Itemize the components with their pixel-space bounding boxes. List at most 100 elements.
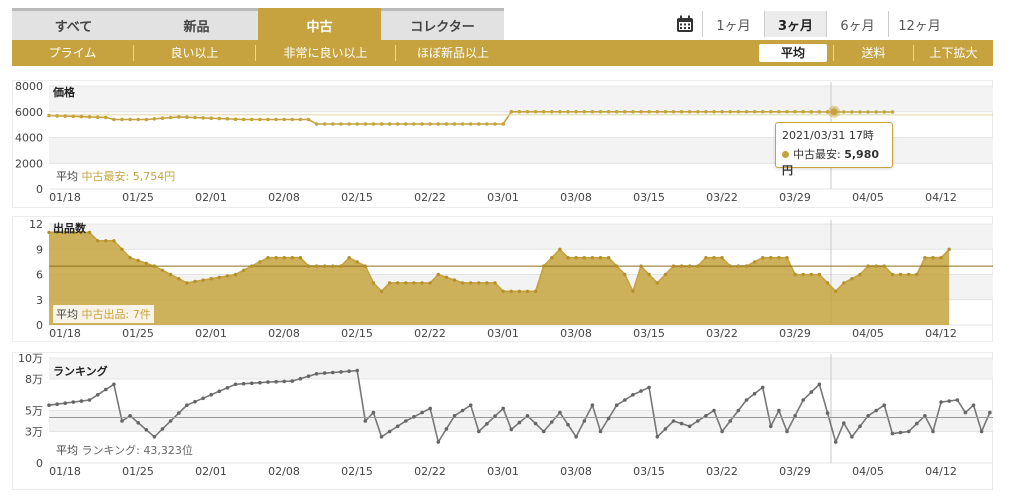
ranking-point: [655, 435, 660, 439]
price-x-tick-label: 02/08: [268, 191, 300, 204]
price-point: [890, 110, 895, 114]
ranking-point: [939, 400, 943, 404]
price-x-tick-label: 03/15: [633, 191, 665, 204]
offer-count-point: [809, 272, 813, 277]
offer-count-point: [290, 256, 294, 260]
tab-new[interactable]: 新品: [135, 8, 258, 40]
offer-count-area: [49, 232, 950, 325]
price-point: [614, 110, 619, 114]
range-3-months[interactable]: 3ヶ月: [764, 11, 826, 37]
price-point: [266, 117, 270, 122]
offer-count-point: [696, 264, 700, 268]
ranking-point: [201, 396, 205, 401]
ranking-point: [128, 414, 132, 418]
average-toggle-button[interactable]: 平均: [759, 44, 827, 62]
offer-count-point: [688, 264, 692, 268]
price-point: [582, 110, 587, 114]
range-6-months[interactable]: 6ヶ月: [826, 11, 888, 37]
filter-good-or-better[interactable]: 良い以上: [134, 45, 256, 61]
offer-count-point: [241, 268, 246, 272]
price-point: [590, 110, 595, 114]
price-y-tick-label: 0: [36, 183, 43, 196]
ranking-point: [874, 408, 878, 413]
offer-count-point: [631, 289, 635, 293]
offer-count-point: [720, 256, 724, 260]
ranking-point: [582, 419, 587, 423]
ranking-point: [760, 385, 765, 390]
ranking-point: [225, 386, 230, 390]
offer-count-x-tick-label: 01/18: [49, 327, 81, 340]
ranking-point: [152, 435, 157, 439]
ranking-point: [923, 414, 927, 418]
offer-count-point: [752, 260, 757, 264]
range-12-months[interactable]: 12ヶ月: [888, 11, 950, 37]
price-point: [460, 122, 465, 126]
ranking-point: [144, 428, 149, 432]
price-point: [817, 110, 822, 114]
price-highlight-point-core: [830, 108, 838, 116]
ranking-point: [428, 406, 433, 411]
ranking-point: [963, 410, 968, 415]
price-point: [671, 110, 676, 114]
ranking-point: [850, 435, 854, 439]
offer-count-point: [193, 279, 197, 284]
ranking-point: [331, 370, 335, 375]
filter-like-new-or-better[interactable]: ほぼ新品以上: [416, 46, 489, 60]
ranking-point: [971, 403, 976, 407]
price-point: [842, 110, 846, 114]
ranking-x-tick-label: 02/08: [268, 465, 300, 478]
price-point: [322, 122, 327, 126]
filter-bar: プライム 良い以上 非常に良い以上 ほぼ新品以上 平均 送料 上下拡大: [12, 40, 993, 66]
offer-count-x-tick-label: 02/15: [341, 327, 373, 340]
offer-count-point: [931, 256, 935, 260]
offer-count-point: [428, 281, 432, 285]
ranking-point: [752, 391, 757, 396]
price-x-tick-label: 04/05: [852, 191, 884, 204]
price-point: [623, 110, 627, 114]
filter-prime[interactable]: プライム: [12, 45, 134, 61]
offer-count-point: [623, 272, 627, 277]
offer-count-point: [907, 272, 911, 277]
price-point: [493, 122, 497, 126]
offer-count-average-label: 平均: [56, 308, 78, 321]
price-point: [769, 110, 773, 114]
price-x-tick-label: 02/15: [341, 191, 373, 204]
offer-count-point: [152, 264, 157, 268]
calendar-icon[interactable]: [668, 10, 702, 38]
offer-count-point: [615, 264, 619, 268]
offer-count-point: [679, 264, 684, 268]
ranking-point: [671, 419, 676, 423]
tab-collector[interactable]: コレクター: [381, 8, 504, 40]
ranking-x-tick-label: 01/25: [122, 465, 154, 478]
ranking-point: [906, 429, 911, 434]
ranking-point: [47, 403, 51, 407]
ranking-point: [160, 427, 165, 431]
ranking-point: [306, 374, 311, 378]
ranking-point: [177, 411, 181, 415]
ranking-point: [71, 400, 76, 404]
tab-all[interactable]: すべて: [12, 8, 135, 40]
price-point: [517, 110, 522, 114]
range-1-month[interactable]: 1ヶ月: [702, 11, 764, 37]
ranking-point: [769, 424, 773, 429]
price-point: [801, 110, 805, 114]
price-point: [298, 117, 303, 122]
shipping-toggle-button[interactable]: 送料: [833, 45, 913, 61]
zoom-toggle-button[interactable]: 上下拡大: [913, 45, 993, 61]
filter-very-good-or-better[interactable]: 非常に良い以上: [256, 45, 396, 61]
tab-used[interactable]: 中古: [258, 8, 381, 40]
offer-count-point: [347, 256, 351, 260]
ranking-point: [687, 424, 692, 429]
price-point: [647, 110, 651, 114]
ranking-point: [420, 410, 424, 415]
price-point: [347, 122, 351, 126]
ranking-point: [95, 393, 100, 397]
price-x-tick-label: 03/29: [779, 191, 811, 204]
price-point: [525, 110, 530, 114]
price-x-tick-label: 03/08: [560, 191, 592, 204]
ranking-point: [168, 419, 173, 423]
ranking-point: [882, 403, 887, 407]
ranking-chart: 0 3万 5万 8万 10万 01/18 01/25 02/01 02/08 02/15 02/22…: [12, 352, 993, 490]
ranking-point: [193, 399, 197, 404]
ranking-point: [136, 421, 140, 425]
